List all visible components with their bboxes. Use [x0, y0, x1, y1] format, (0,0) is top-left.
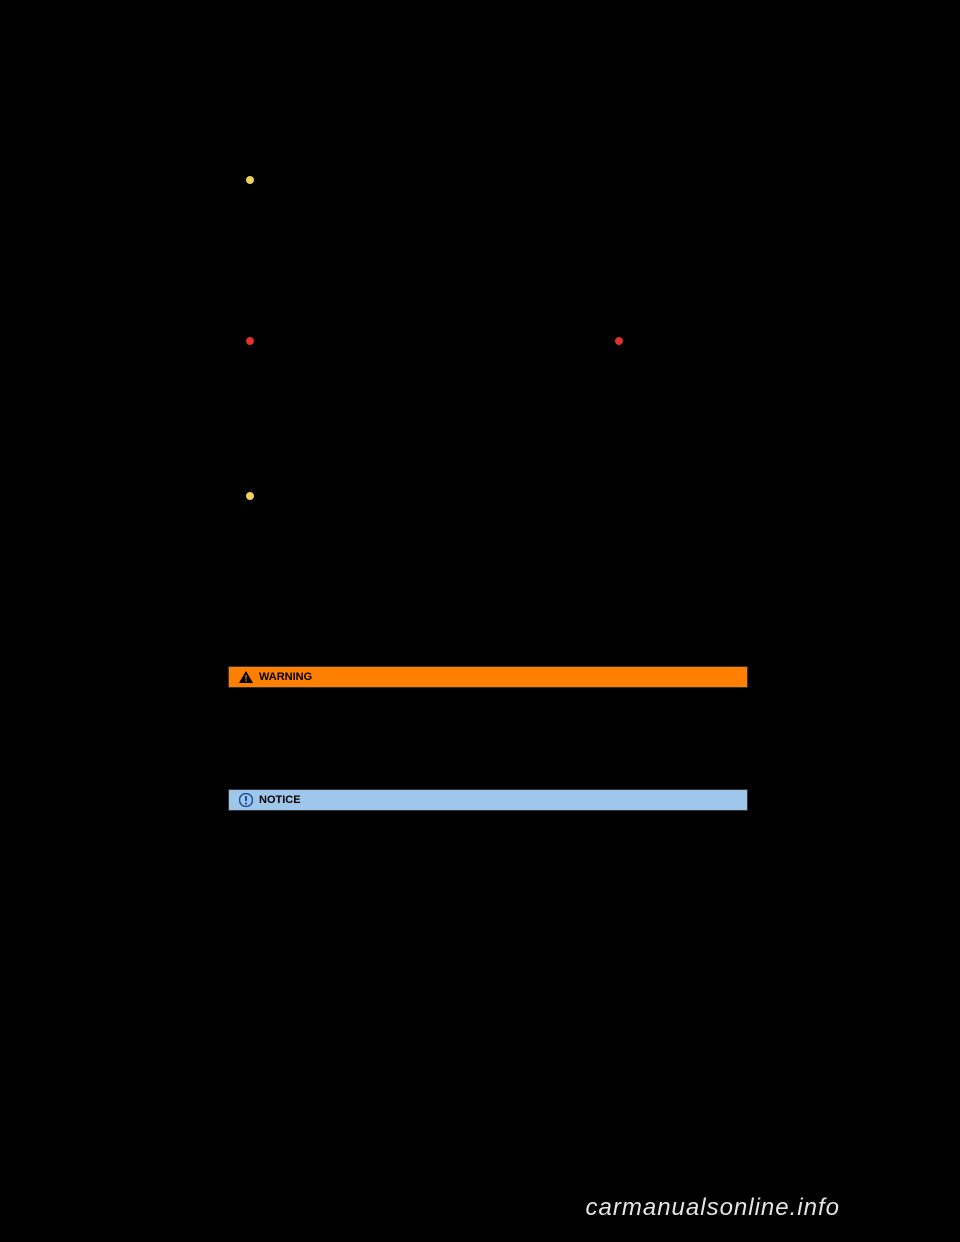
indicator-dot-yellow-2: [246, 492, 254, 500]
warning-label: WARNING: [259, 671, 312, 683]
warning-triangle-icon: !: [239, 671, 253, 683]
notice-banner: NOTICE: [228, 789, 748, 811]
indicator-dot-yellow-1: [246, 176, 254, 184]
svg-text:!: !: [245, 674, 248, 684]
indicator-dot-red-2: [615, 337, 623, 345]
notice-label: NOTICE: [259, 794, 301, 806]
indicator-dot-red-1: [246, 337, 254, 345]
watermark-text: carmanualsonline.info: [586, 1194, 840, 1222]
warning-banner: ! WARNING: [228, 666, 748, 688]
notice-circle-icon: [239, 793, 253, 807]
